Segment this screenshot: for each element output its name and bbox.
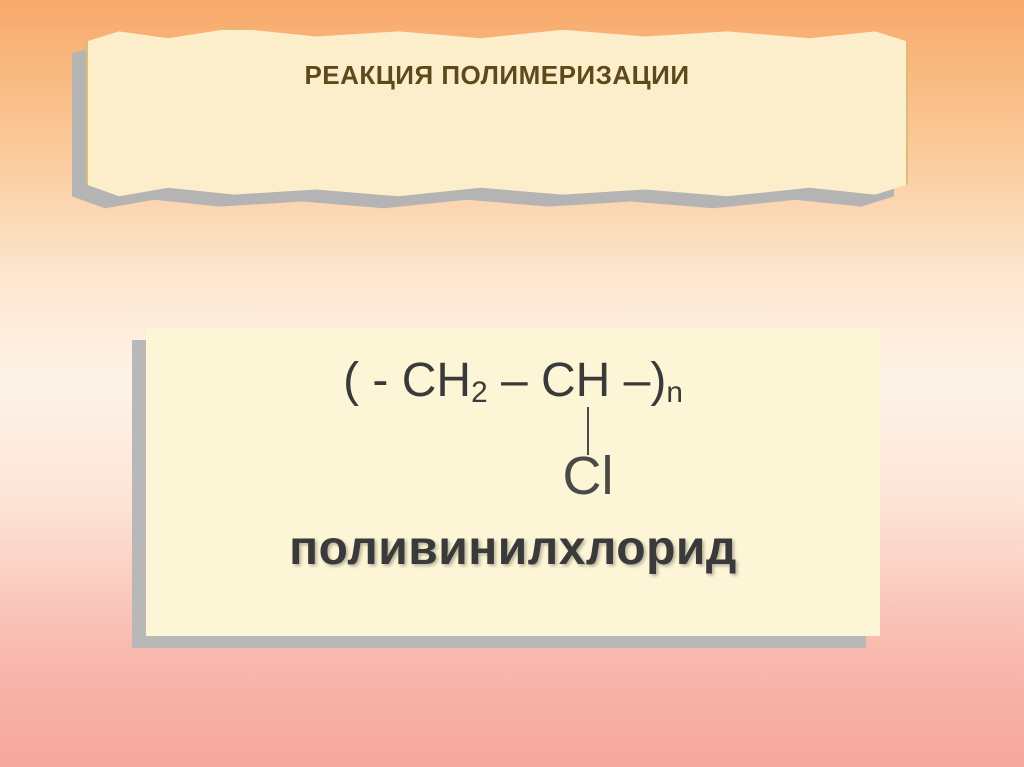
title-banner: РЕАКЦИЯ ПОЛИМЕРИЗАЦИИ [86,28,908,198]
formula-top-line: ( - CH2 – CH –)n [343,357,683,405]
formula-card: ( - CH2 – CH –)n Cl поливинилхлорид [146,328,880,636]
title-banner-face: РЕАКЦИЯ ПОЛИМЕРИЗАЦИИ [86,28,908,198]
title-text: РЕАКЦИЯ ПОЛИМЕРИЗАЦИИ [304,60,689,196]
formula-name: поливинилхлорид [289,521,737,576]
formula-cl: Cl [563,449,614,503]
